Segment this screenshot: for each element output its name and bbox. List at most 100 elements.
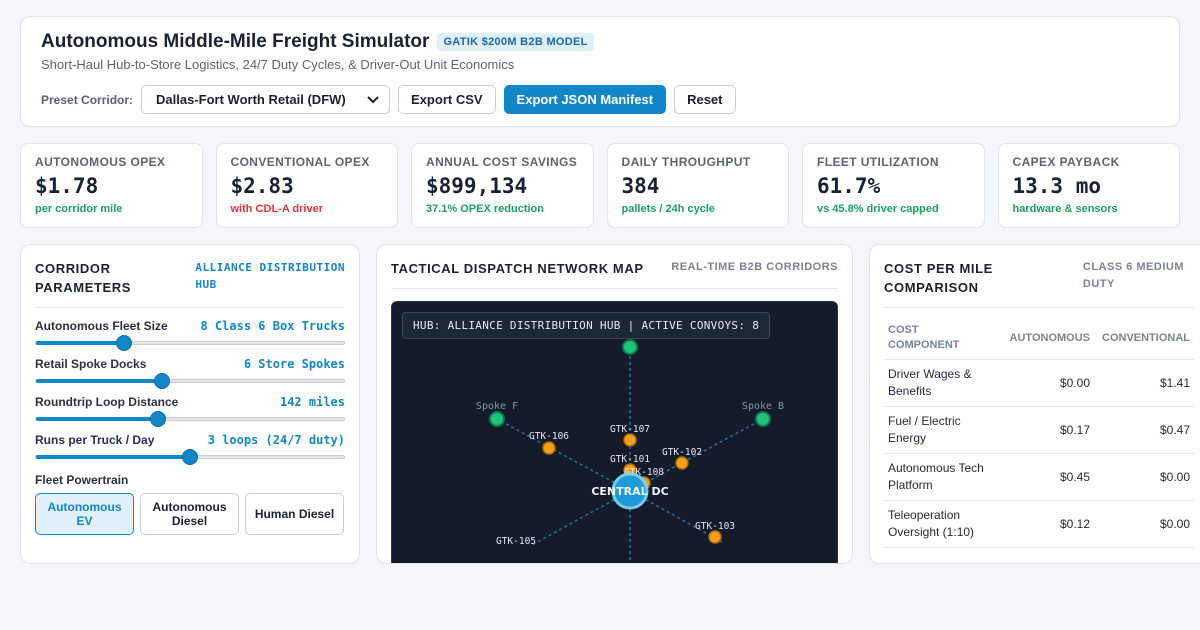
spoke-label: Spoke F: [476, 401, 518, 412]
slider-thumb[interactable]: [182, 449, 198, 465]
kpi-subtext: hardware & sensors: [1012, 203, 1118, 215]
slider-fill: [36, 455, 190, 459]
preset-corridor-label: Preset Corridor:: [41, 92, 134, 107]
truck-label: GTK-102: [662, 447, 702, 458]
kpi-label: DAILY THROUGHPUT: [621, 155, 751, 169]
kpi-subtext: pallets / 24h cycle: [621, 203, 716, 215]
kpi-value: 384: [621, 174, 660, 198]
map-hud-status: HUB: ALLIANCE DISTRIBUTION HUB | ACTIVE …: [402, 312, 771, 339]
powertrain-selector: Autonomous EV Autonomous Diesel Human Di…: [35, 493, 344, 535]
column-header: AUTONOMOUS: [996, 317, 1094, 360]
map-tag: REAL-TIME B2B CORRIDORS: [671, 261, 838, 273]
app-subtitle: Short-Haul Hub-to-Store Logistics, 24/7 …: [41, 57, 515, 72]
dispatch-map-panel: TACTICAL DISPATCH NETWORK MAP REAL-TIME …: [376, 244, 853, 564]
conventional-cost: $0.00: [1094, 453, 1194, 501]
truck-label: GTK-103: [695, 521, 735, 532]
table-row: Driver Wages & Benefits $0.00 $1.41: [884, 359, 1194, 407]
kpi-value: $899,134: [426, 174, 528, 198]
kpi-value: $2.83: [230, 174, 294, 198]
slider-fill: [36, 417, 158, 421]
runs-per-day-slider[interactable]: [35, 449, 345, 465]
model-badge: GATIK $200M B2B MODEL: [437, 33, 594, 51]
spoke-node: [755, 411, 771, 427]
spoke-label: Spoke B: [742, 401, 784, 412]
slider-value: 3 loops (24/7 duty): [207, 433, 345, 447]
slider-thumb[interactable]: [154, 373, 171, 389]
cost-component: Teleoperation Oversight (1:10): [884, 500, 996, 548]
kpi-card-daily-throughput: DAILY THROUGHPUT 384 pallets / 24h cycle: [606, 143, 789, 228]
preset-corridor-value: Dallas-Fort Worth Retail (DFW): [156, 92, 346, 107]
truck-label: GTK-106: [529, 431, 569, 442]
powertrain-label: Fleet Powertrain: [35, 473, 129, 487]
network-map-canvas: Spoke F Spoke B GTK-106 GTK-107 GTK-102 …: [476, 339, 784, 562]
slider-value: 8 Class 6 Box Trucks: [200, 319, 346, 333]
truck-label: GTK-101: [610, 454, 650, 465]
runs-per-day-slider-group: Runs per Truck / Day 3 loops (24/7 duty): [35, 433, 345, 465]
corridor-parameters-panel: CORRIDOR PARAMETERS ALLIANCE DISTRIBUTIO…: [20, 244, 360, 564]
spoke-node: [622, 339, 638, 355]
kpi-value: 13.3 mo: [1012, 174, 1102, 198]
truck-marker: [542, 441, 556, 455]
slider-label: Autonomous Fleet Size: [35, 319, 168, 333]
kpi-card-conventional-opex: CONVENTIONAL OPEX $2.83 with CDL-A drive…: [215, 143, 398, 228]
fleet-size-slider[interactable]: [35, 335, 345, 351]
slider-value: 6 Store Spokes: [243, 357, 345, 371]
truck-marker: [675, 456, 689, 470]
column-header: CONVENTIONAL: [1094, 317, 1194, 360]
autonomous-cost: $0.00: [996, 359, 1094, 407]
kpi-row: AUTONOMOUS OPEX $1.78 per corridor mile …: [20, 143, 1180, 228]
kpi-label: ANNUAL COST SAVINGS: [426, 155, 578, 169]
powertrain-autonomous-diesel-button[interactable]: Autonomous Diesel: [140, 493, 239, 535]
table-header-row: COST COMPONENT AUTONOMOUS CONVENTIONAL: [884, 317, 1194, 360]
panel-title: TACTICAL DISPATCH NETWORK MAP: [391, 261, 644, 276]
panel-title: CORRIDOR PARAMETERS: [35, 261, 132, 295]
truck-label: GTK-108: [624, 467, 664, 478]
kpi-subtext: vs 45.8% driver capped: [817, 203, 939, 215]
powertrain-autonomous-ev-button[interactable]: Autonomous EV: [35, 493, 134, 535]
spoke-docks-slider[interactable]: [35, 373, 345, 389]
export-csv-button[interactable]: Export CSV: [398, 85, 496, 114]
hub-node: [611, 472, 649, 510]
slider-thumb[interactable]: [149, 411, 166, 427]
column-header: COST COMPONENT: [884, 317, 996, 360]
cost-component: Driver Wages & Benefits: [884, 359, 996, 407]
kpi-card-autonomous-opex: AUTONOMOUS OPEX $1.78 per corridor mile: [20, 143, 203, 228]
panel-title: COST PER MILE COMPARISON: [884, 261, 993, 295]
powertrain-human-diesel-button[interactable]: Human Diesel: [245, 493, 344, 535]
slider-value: 142 miles: [279, 395, 345, 409]
kpi-value: $1.78: [35, 174, 99, 198]
cost-component: Fuel / Electric Energy: [884, 406, 996, 454]
app-header: Autonomous Middle-Mile Freight Simulator…: [20, 16, 1180, 127]
hub-label: CENTRAL DC: [591, 485, 668, 498]
spoke-docks-slider-group: Retail Spoke Docks 6 Store Spokes: [35, 357, 345, 389]
slider-label: Roundtrip Loop Distance: [35, 395, 179, 409]
truck-label: GTK-107: [610, 424, 650, 435]
kpi-label: CONVENTIONAL OPEX: [230, 155, 370, 169]
kpi-card-annual-savings: ANNUAL COST SAVINGS $899,134 37.1% OPEX …: [411, 143, 594, 228]
loop-distance-slider[interactable]: [35, 411, 345, 427]
kpi-subtext: with CDL-A driver: [230, 203, 324, 215]
conventional-cost: $1.41: [1094, 359, 1194, 407]
loop-distance-slider-group: Roundtrip Loop Distance 142 miles: [35, 395, 345, 427]
slider-label: Retail Spoke Docks: [35, 357, 147, 371]
autonomous-cost: $0.45: [996, 453, 1094, 501]
kpi-card-capex-payback: CAPEX PAYBACK 13.3 mo hardware & sensors: [997, 143, 1180, 228]
slider-label: Runs per Truck / Day: [35, 433, 155, 447]
cost-comparison-panel: COST PER MILE COMPARISON CLASS 6 MEDIUM …: [869, 244, 1200, 564]
conventional-cost: $0.00: [1094, 500, 1194, 548]
slider-thumb[interactable]: [115, 335, 132, 351]
kpi-card-fleet-utilization: FLEET UTILIZATION 61.7% vs 45.8% driver …: [802, 143, 985, 228]
fleet-size-slider-group: Autonomous Fleet Size 8 Class 6 Box Truc…: [35, 319, 346, 351]
kpi-label: CAPEX PAYBACK: [1012, 155, 1120, 169]
network-map[interactable]: Spoke F Spoke B GTK-106 GTK-107 GTK-102 …: [391, 301, 838, 563]
reset-button[interactable]: Reset: [674, 85, 736, 114]
slider-fill: [36, 341, 124, 345]
kpi-value: 61.7%: [817, 174, 881, 198]
conventional-cost: $0.47: [1094, 406, 1194, 454]
export-json-button[interactable]: Export JSON Manifest: [503, 85, 667, 114]
cost-table: COST COMPONENT AUTONOMOUS CONVENTIONAL D…: [884, 317, 1194, 548]
cost-component: Autonomous Tech Platform: [884, 453, 996, 501]
preset-corridor-select[interactable]: Dallas-Fort Worth Retail (DFW): [141, 85, 391, 114]
spoke-node: [489, 411, 505, 427]
autonomous-cost: $0.12: [996, 500, 1094, 548]
